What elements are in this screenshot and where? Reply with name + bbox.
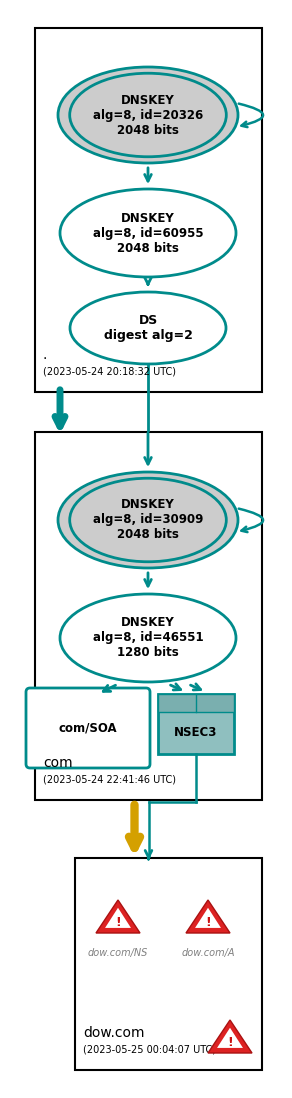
Text: (2023-05-24 20:18:32 UTC): (2023-05-24 20:18:32 UTC): [43, 367, 176, 377]
Text: DNSKEY
alg=8, id=46551
1280 bits: DNSKEY alg=8, id=46551 1280 bits: [93, 616, 203, 660]
Text: (2023-05-24 22:41:46 UTC): (2023-05-24 22:41:46 UTC): [43, 775, 176, 785]
Text: dow.com/NS: dow.com/NS: [88, 948, 148, 957]
Ellipse shape: [60, 594, 236, 682]
Ellipse shape: [58, 67, 238, 163]
Text: dow.com/A: dow.com/A: [181, 948, 235, 957]
FancyBboxPatch shape: [26, 688, 150, 768]
Polygon shape: [96, 900, 140, 933]
Ellipse shape: [70, 292, 226, 365]
Text: DS
digest alg=2: DS digest alg=2: [104, 314, 192, 341]
Ellipse shape: [60, 189, 236, 277]
Text: NSEC3: NSEC3: [174, 726, 218, 739]
Ellipse shape: [58, 472, 238, 568]
Text: !: !: [115, 917, 121, 930]
Bar: [158, 694, 234, 754]
Polygon shape: [217, 1028, 243, 1047]
Bar: [35, 432, 262, 800]
Text: dow.com: dow.com: [83, 1026, 145, 1040]
Text: (2023-05-25 00:04:07 UTC): (2023-05-25 00:04:07 UTC): [83, 1045, 216, 1055]
Polygon shape: [195, 908, 221, 928]
Text: DNSKEY
alg=8, id=30909
2048 bits: DNSKEY alg=8, id=30909 2048 bits: [93, 498, 203, 541]
Text: com: com: [43, 757, 73, 770]
Polygon shape: [186, 900, 230, 933]
Bar: [35, 29, 262, 392]
Polygon shape: [105, 908, 131, 928]
Text: !: !: [227, 1037, 233, 1050]
Bar: [158, 694, 234, 712]
Text: DNSKEY
alg=8, id=20326
2048 bits: DNSKEY alg=8, id=20326 2048 bits: [93, 93, 203, 136]
Text: !: !: [205, 917, 211, 930]
Polygon shape: [208, 1020, 252, 1053]
Ellipse shape: [70, 74, 226, 157]
Text: DNSKEY
alg=8, id=60955
2048 bits: DNSKEY alg=8, id=60955 2048 bits: [93, 212, 203, 255]
Text: .: .: [43, 348, 47, 362]
Text: com/SOA: com/SOA: [59, 721, 117, 735]
Bar: [75, 858, 262, 1069]
Ellipse shape: [70, 479, 226, 562]
